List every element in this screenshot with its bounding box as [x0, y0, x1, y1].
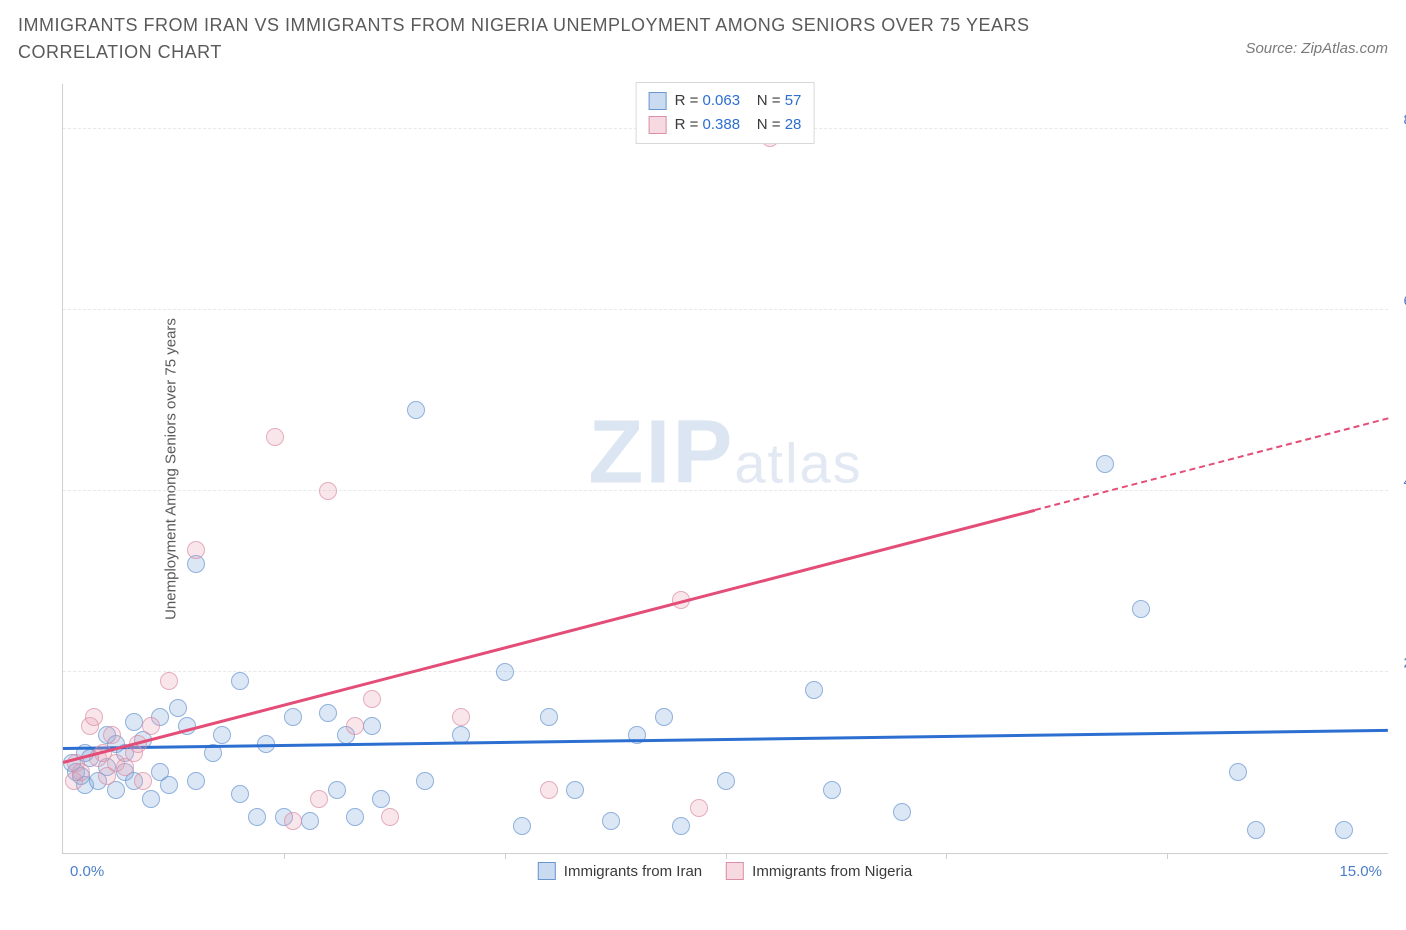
x-tick [284, 853, 285, 859]
scatter-point [142, 790, 160, 808]
scatter-point [363, 690, 381, 708]
legend-n-label: N = [757, 92, 781, 109]
scatter-point [566, 781, 584, 799]
scatter-point [513, 817, 531, 835]
legend-r-label: R = [675, 116, 699, 133]
scatter-point [310, 790, 328, 808]
scatter-point [690, 799, 708, 817]
legend-stats-row-nigeria: R = 0.388 N = 28 [649, 113, 802, 137]
scatter-point [328, 781, 346, 799]
scatter-point [248, 808, 266, 826]
scatter-point [85, 708, 103, 726]
scatter-point [823, 781, 841, 799]
scatter-point [187, 772, 205, 790]
x-tick [505, 853, 506, 859]
scatter-point [213, 726, 231, 744]
scatter-point [655, 708, 673, 726]
legend-swatch-blue [538, 862, 556, 880]
scatter-point [1247, 821, 1265, 839]
scatter-point [319, 704, 337, 722]
scatter-point [72, 763, 90, 781]
legend-r-value-iran: 0.063 [703, 92, 741, 109]
scatter-point [540, 781, 558, 799]
scatter-point [346, 717, 364, 735]
gridline [63, 309, 1388, 310]
scatter-point [496, 663, 514, 681]
x-tick [1167, 853, 1168, 859]
legend-swatch-pink [649, 116, 667, 134]
y-tick-label: 20.0% [1396, 655, 1406, 672]
legend-bottom: Immigrants from Iran Immigrants from Nig… [538, 862, 912, 880]
legend-swatch-blue [649, 92, 667, 110]
scatter-point [1229, 763, 1247, 781]
watermark-atlas: atlas [734, 432, 862, 495]
scatter-point [266, 428, 284, 446]
scatter-point [416, 772, 434, 790]
y-tick-label: 40.0% [1396, 474, 1406, 491]
scatter-point [717, 772, 735, 790]
gridline [63, 490, 1388, 491]
legend-swatch-pink [726, 862, 744, 880]
chart-area: Unemployment Among Seniors over 75 years… [62, 84, 1388, 854]
scatter-point [319, 482, 337, 500]
scatter-point [672, 817, 690, 835]
scatter-point [452, 708, 470, 726]
y-tick-label: 80.0% [1396, 112, 1406, 129]
legend-n-value-nigeria: 28 [785, 116, 802, 133]
scatter-point [103, 726, 121, 744]
scatter-point [805, 681, 823, 699]
scatter-point [125, 713, 143, 731]
scatter-point [381, 808, 399, 826]
scatter-point [187, 541, 205, 559]
scatter-point [346, 808, 364, 826]
scatter-point [160, 776, 178, 794]
scatter-point [142, 717, 160, 735]
scatter-point [602, 812, 620, 830]
scatter-point [540, 708, 558, 726]
scatter-point [363, 717, 381, 735]
chart-title: IMMIGRANTS FROM IRAN VS IMMIGRANTS FROM … [18, 12, 1118, 66]
scatter-point [1132, 600, 1150, 618]
legend-label-nigeria: Immigrants from Nigeria [752, 863, 912, 880]
scatter-point [893, 803, 911, 821]
scatter-point [160, 672, 178, 690]
scatter-point [134, 772, 152, 790]
scatter-point [372, 790, 390, 808]
x-tick [946, 853, 947, 859]
scatter-point [284, 812, 302, 830]
legend-item-iran: Immigrants from Iran [538, 862, 702, 880]
scatter-point [169, 699, 187, 717]
watermark-zip: ZIP [588, 403, 734, 503]
x-axis-min-label: 0.0% [70, 863, 104, 880]
scatter-point [301, 812, 319, 830]
x-axis-max-label: 15.0% [1339, 863, 1382, 880]
scatter-point [231, 672, 249, 690]
legend-item-nigeria: Immigrants from Nigeria [726, 862, 912, 880]
gridline [63, 671, 1388, 672]
y-tick-label: 60.0% [1396, 293, 1406, 310]
scatter-point [407, 401, 425, 419]
legend-n-label: N = [757, 116, 781, 133]
scatter-plot: ZIPatlas 20.0%40.0%60.0%80.0% [62, 84, 1388, 854]
scatter-point [1096, 455, 1114, 473]
legend-r-label: R = [675, 92, 699, 109]
scatter-point [231, 785, 249, 803]
legend-r-value-nigeria: 0.388 [703, 116, 741, 133]
trend-line-dashed [1034, 418, 1388, 512]
chart-source: Source: ZipAtlas.com [1245, 40, 1388, 57]
legend-stats-box: R = 0.063 N = 57 R = 0.388 N = 28 [636, 82, 815, 144]
x-tick [726, 853, 727, 859]
legend-label-iran: Immigrants from Iran [564, 863, 702, 880]
scatter-point [1335, 821, 1353, 839]
legend-stats-row-iran: R = 0.063 N = 57 [649, 89, 802, 113]
legend-n-value-iran: 57 [785, 92, 802, 109]
chart-header: IMMIGRANTS FROM IRAN VS IMMIGRANTS FROM … [0, 0, 1406, 66]
scatter-point [284, 708, 302, 726]
